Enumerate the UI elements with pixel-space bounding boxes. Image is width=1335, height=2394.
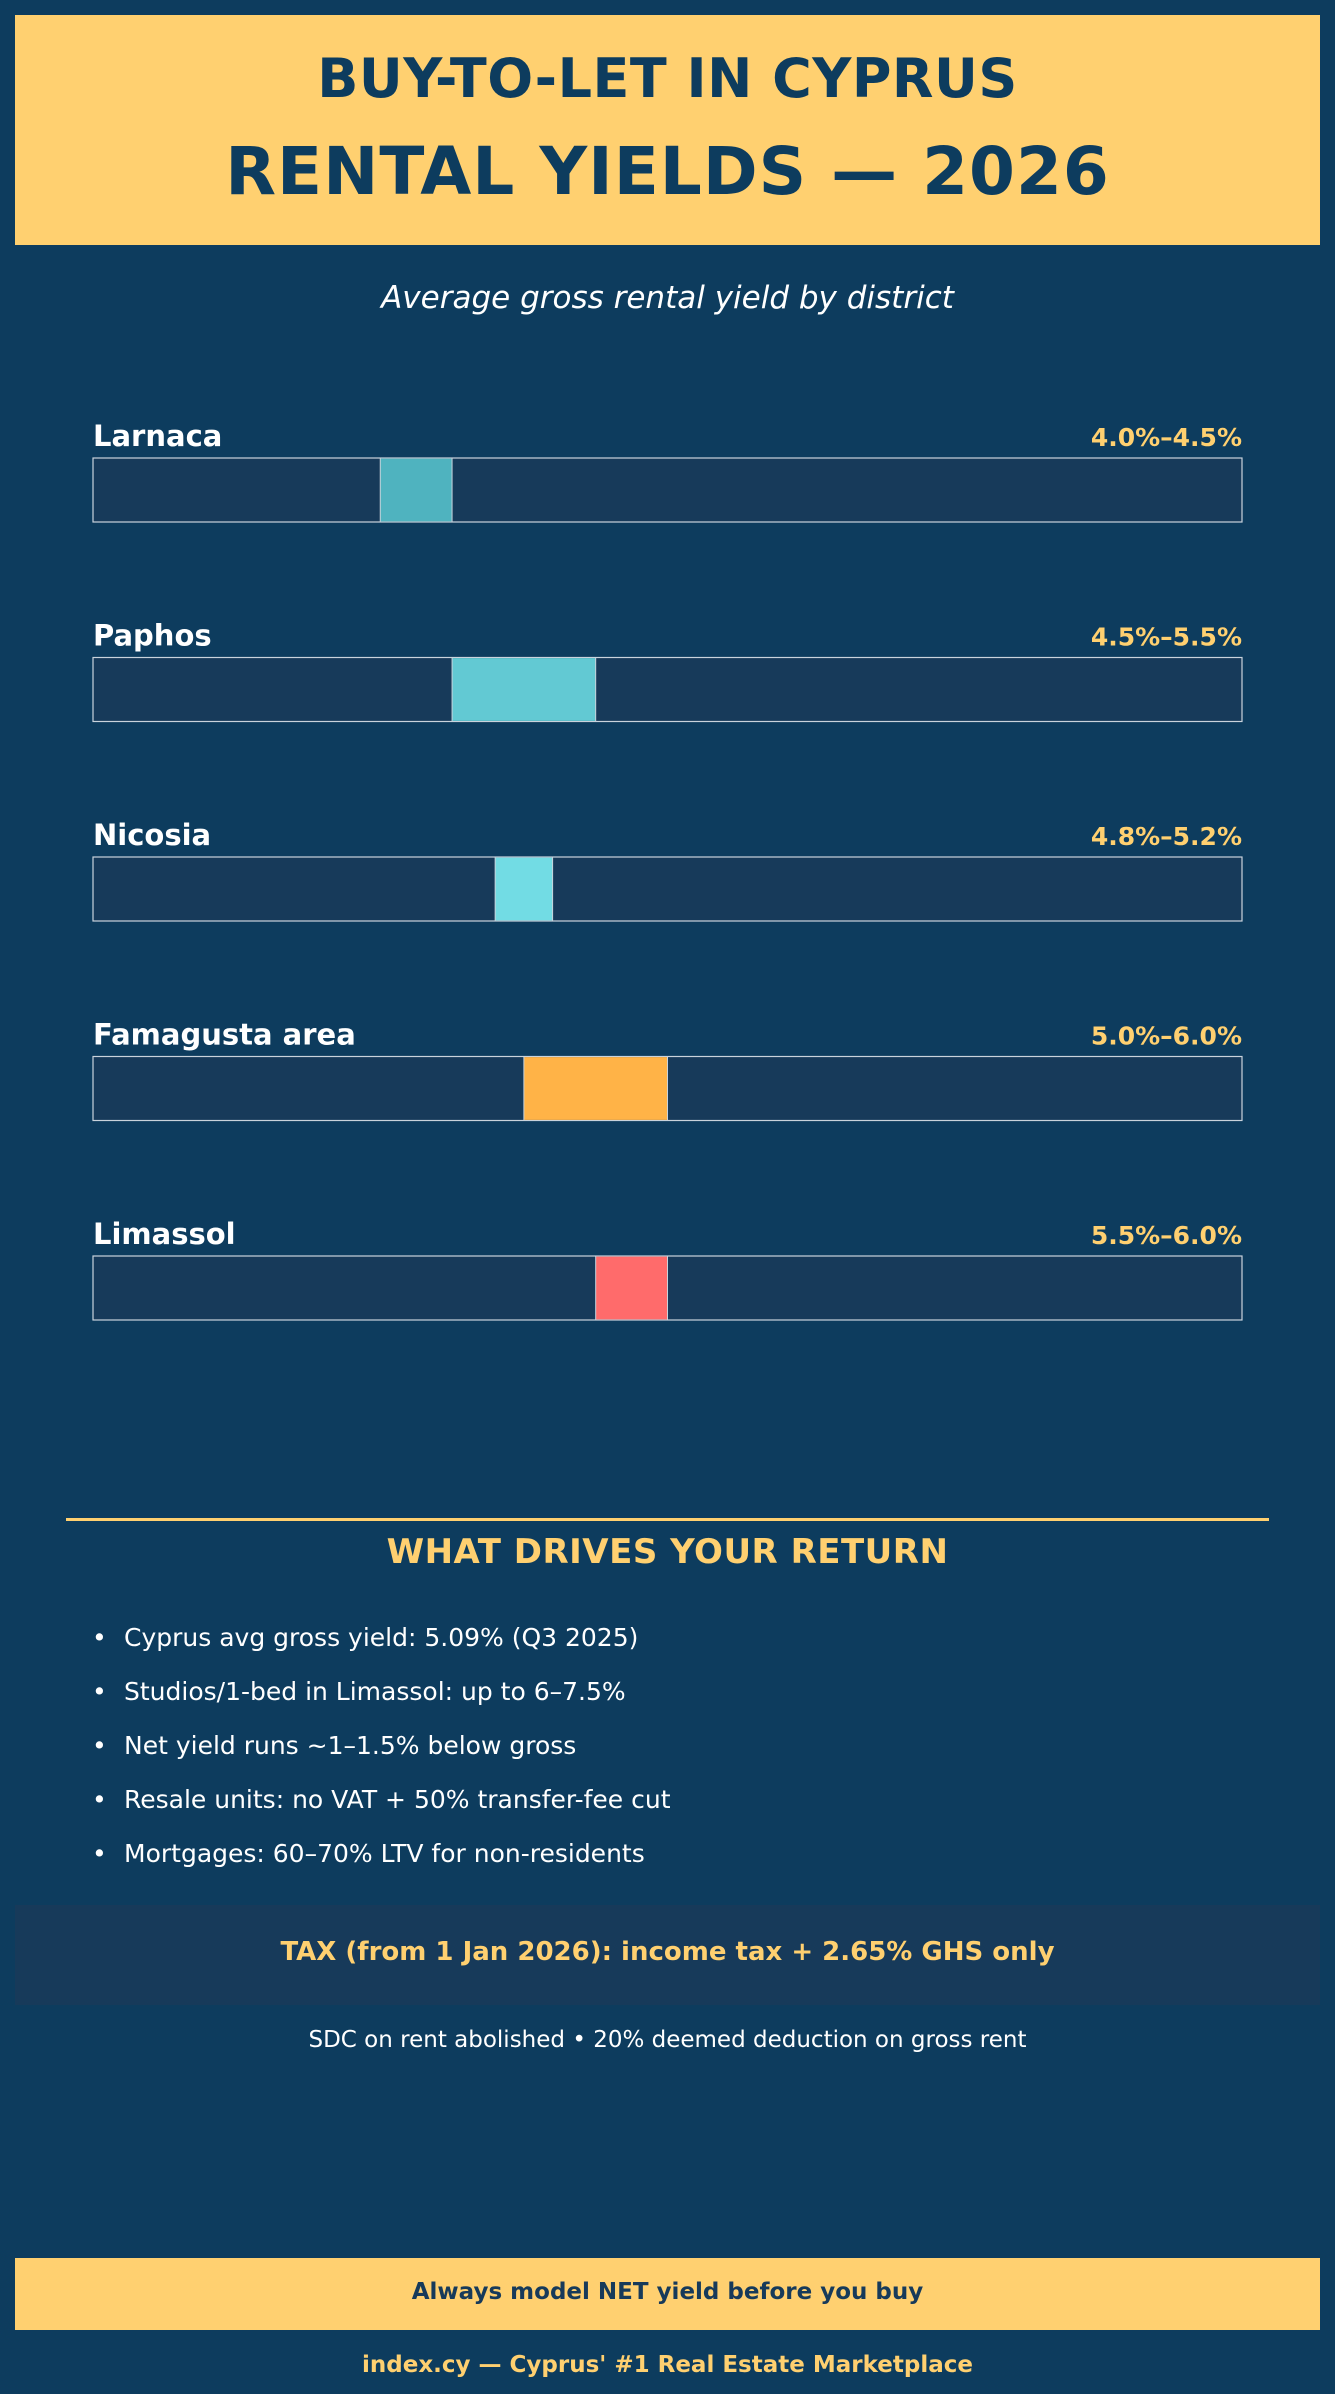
bar-track xyxy=(92,1055,1243,1122)
chart-row: Paphos 4.5%–5.5% xyxy=(92,619,1243,723)
value-label: 4.5%–5.5% xyxy=(1091,623,1242,652)
range-bar xyxy=(495,857,553,921)
chart-row: Nicosia 4.8%–5.2% xyxy=(92,818,1243,922)
tax-headline: TAX (from 1 Jan 2026): income tax + 2.65… xyxy=(280,1937,1055,1967)
bar-track xyxy=(92,1255,1243,1321)
list-item: • Cyprus avg gross yield: 5.09% (Q3 2025) xyxy=(92,1623,639,1652)
category-label: Nicosia xyxy=(93,818,211,852)
tax-callout: TAX (from 1 Jan 2026): income tax + 2.65… xyxy=(15,1905,1320,2005)
header-title-line2: RENTAL YIELDS — 2026 xyxy=(225,133,1110,210)
range-bar xyxy=(452,658,596,721)
range-bar-outline xyxy=(595,1255,668,1321)
category-label: Limassol xyxy=(93,1217,236,1251)
range-bar-outline xyxy=(523,1056,668,1121)
range-bar xyxy=(595,1256,668,1320)
footer-cta-banner: Always model NET yield before you buy xyxy=(15,2258,1320,2330)
list-item: • Mortgages: 60–70% LTV for non-residents xyxy=(92,1839,645,1868)
header-banner: BUY-TO-LET IN CYPRUS RENTAL YIELDS — 202… xyxy=(15,15,1320,245)
category-label: Larnaca xyxy=(93,419,222,453)
category-label: Famagusta area xyxy=(93,1018,356,1052)
range-bar-outline xyxy=(494,856,554,922)
range-bar-outline xyxy=(451,657,597,722)
value-label: 5.5%–6.0% xyxy=(1091,1221,1242,1250)
list-item: • Net yield runs ~1–1.5% below gross xyxy=(92,1731,577,1760)
value-label: 5.0%–6.0% xyxy=(1091,1022,1242,1051)
bar-track xyxy=(92,457,1243,523)
value-label: 4.0%–4.5% xyxy=(1091,423,1242,452)
drivers-title: WHAT DRIVES YOUR RETURN xyxy=(386,1532,949,1572)
chart-subtitle: Average gross rental yield by district xyxy=(381,280,954,316)
drivers-list: • Cyprus avg gross yield: 5.09% (Q3 2025)… xyxy=(92,1620,671,1890)
chart-row: Limassol 5.5%–6.0% xyxy=(92,1217,1243,1321)
chart-row: Famagusta area 5.0%–6.0% xyxy=(92,1018,1243,1122)
footer-site-credit: index.cy — Cyprus' #1 Real Estate Market… xyxy=(362,2352,973,2378)
footer-cta-text: Always model NET yield before you buy xyxy=(411,2279,924,2305)
list-item: • Studios/1-bed in Limassol: up to 6–7.5% xyxy=(92,1677,626,1706)
category-label: Paphos xyxy=(93,619,212,653)
range-bar xyxy=(380,458,453,522)
chart-row: Larnaca 4.0%–4.5% xyxy=(92,419,1243,523)
tax-note: SDC on rent abolished • 20% deemed deduc… xyxy=(308,2027,1027,2053)
list-item: • Resale units: no VAT + 50% transfer-fee… xyxy=(92,1785,671,1814)
bar-track xyxy=(92,856,1243,922)
bar-track xyxy=(92,656,1243,723)
header-title-line1: BUY-TO-LET IN CYPRUS xyxy=(317,47,1018,110)
range-bar-outline xyxy=(379,457,453,523)
range-bar xyxy=(523,1057,668,1120)
section-divider xyxy=(66,1518,1269,1521)
value-label: 4.8%–5.2% xyxy=(1091,822,1242,851)
